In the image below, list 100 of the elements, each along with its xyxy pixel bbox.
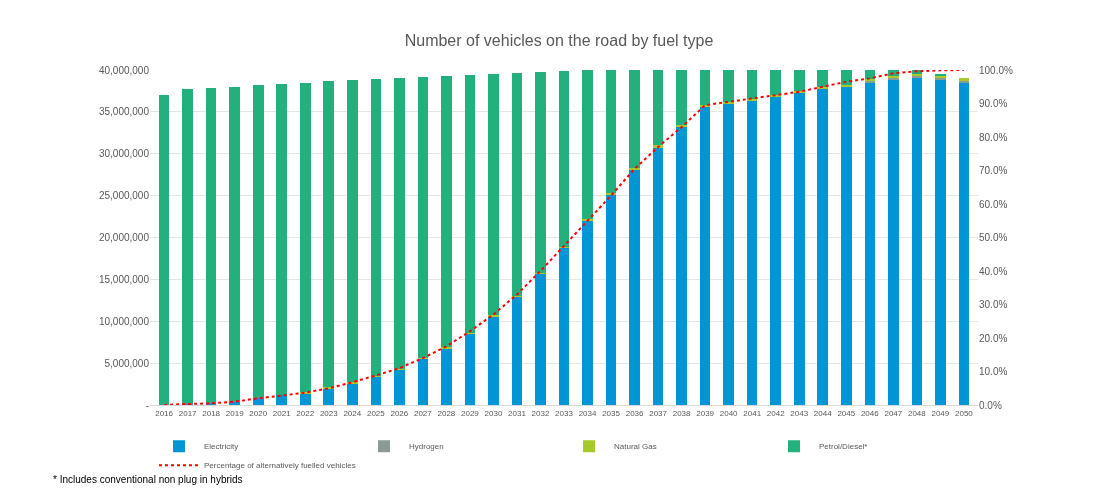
bar — [746, 100, 758, 405]
y2-tick-label: 70.0% — [979, 165, 1008, 176]
bar — [441, 75, 452, 348]
y2-tick-label: 40.0% — [979, 265, 1008, 277]
y-tick-label: 30,000,000 — [98, 148, 150, 160]
x-tick-label: 2033 — [555, 408, 574, 418]
bar — [488, 316, 499, 405]
x-tick-label: 2038 — [672, 408, 692, 418]
bar — [793, 92, 805, 405]
y-tick-label: 25,000,000 — [98, 190, 150, 202]
y-tick-label: 10,000,000 — [98, 315, 150, 327]
bar — [558, 247, 570, 405]
x-tick-label: 2045 — [837, 408, 856, 418]
legend-label: Petrol/Diesel* — [819, 442, 868, 452]
bar — [370, 376, 382, 405]
y2-tick-label: 50.0% — [979, 232, 1008, 243]
x-tick-label: 2020 — [249, 408, 268, 418]
x-tick-label: 2049 — [931, 408, 950, 418]
bar — [699, 70, 711, 106]
bar — [935, 80, 946, 405]
bar — [488, 74, 499, 316]
bar — [817, 70, 829, 87]
bar — [676, 70, 687, 126]
bar — [888, 79, 899, 405]
bar — [699, 106, 711, 405]
x-tick-label: 2021 — [272, 408, 292, 418]
x-tick-label: 2018 — [202, 408, 221, 418]
y2-tick-label: 0.0% — [979, 399, 1002, 411]
x-tick-label: 2025 — [366, 408, 386, 418]
bar — [511, 73, 523, 297]
bar — [582, 220, 593, 405]
bar — [464, 75, 476, 333]
bar — [299, 82, 311, 393]
bar — [299, 393, 311, 405]
bar — [417, 358, 429, 405]
bar — [370, 79, 382, 376]
x-tick-label: 2030 — [484, 408, 503, 418]
bar — [276, 84, 288, 395]
x-tick-label: 2048 — [907, 408, 927, 418]
y2-tick-label: 30.0% — [979, 299, 1008, 310]
bar — [158, 95, 170, 405]
bar — [817, 88, 829, 405]
bar — [676, 126, 687, 405]
x-tick-label: 2017 — [178, 408, 198, 418]
y2-tick-label: 20.0% — [979, 332, 1008, 344]
bar — [558, 70, 570, 247]
y-tick-label: 35,000,000 — [98, 106, 150, 118]
bar — [535, 71, 546, 273]
bar — [464, 333, 476, 405]
bar — [723, 70, 734, 102]
x-tick-label: 2031 — [508, 408, 527, 418]
bar — [394, 78, 405, 369]
bar — [582, 70, 593, 220]
bar — [605, 194, 617, 405]
bar — [605, 70, 617, 194]
bar — [323, 388, 335, 405]
bar — [911, 78, 923, 405]
bar — [205, 87, 217, 404]
bar — [347, 80, 358, 383]
y2-tick-label: 10.0% — [979, 366, 1008, 377]
bar — [723, 103, 734, 405]
bar — [511, 296, 523, 405]
bar — [347, 383, 358, 405]
bar — [746, 70, 758, 100]
x-tick-label: 2042 — [766, 408, 786, 418]
y2-tick-label: 90.0% — [979, 98, 1008, 109]
bar — [629, 70, 640, 168]
x-tick-label: 2034 — [578, 408, 597, 418]
x-tick-label: 2039 — [696, 408, 715, 418]
bar — [182, 89, 193, 405]
bar — [770, 96, 781, 405]
y-tick-label: - — [145, 399, 149, 411]
bar — [323, 80, 335, 388]
x-tick-label: 2024 — [343, 408, 362, 418]
bar — [229, 86, 240, 402]
bar — [793, 70, 805, 91]
x-tick-label: 2032 — [531, 408, 550, 418]
bar — [417, 76, 429, 359]
x-tick-label: 2037 — [649, 408, 668, 418]
bar — [840, 86, 852, 405]
bar — [441, 348, 452, 405]
x-tick-label: 2027 — [413, 408, 433, 418]
legend-label: Natural Gas — [614, 442, 657, 452]
x-tick-label: 2035 — [602, 408, 621, 418]
y-tick-label: 5,000,000 — [104, 357, 150, 369]
bar — [394, 369, 405, 405]
bar — [958, 83, 970, 405]
y-tick-label: 20,000,000 — [98, 232, 150, 243]
x-tick-label: 2016 — [155, 408, 174, 418]
legend-label: Hydrogen — [409, 442, 444, 452]
bar — [629, 167, 640, 170]
bar — [864, 82, 876, 405]
bar — [629, 169, 640, 405]
line-series — [163, 70, 965, 405]
chart-title: Number of vehicles on the road by fuel type — [404, 31, 714, 49]
y-tick-label: 40,000,000 — [98, 64, 150, 76]
x-tick-label: 2029 — [461, 408, 480, 418]
x-tick-label: 2043 — [790, 408, 809, 418]
bar — [770, 70, 781, 96]
x-tick-label: 2028 — [437, 408, 456, 418]
